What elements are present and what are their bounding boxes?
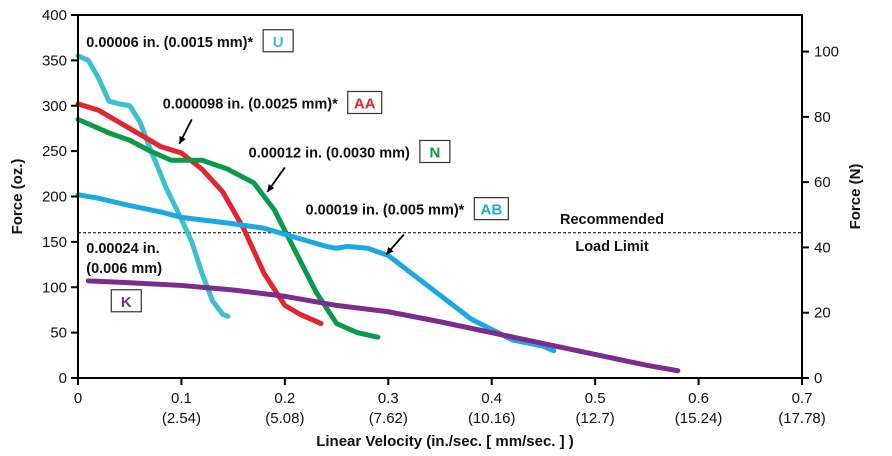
series-tag-box <box>262 29 294 53</box>
y-right-tick-label: 100 <box>814 44 839 61</box>
y-right-tick-label: 60 <box>814 174 831 191</box>
annotation-layer: 0.00006 in. (0.0015 mm)* U 0.000098 in. (0… <box>86 29 509 313</box>
y-left-tick-label: 250 <box>42 143 67 160</box>
y-axis-left-label: Force (oz.) <box>9 159 26 235</box>
series-line-aa <box>75 101 324 327</box>
pointer-arrow-head <box>386 246 394 255</box>
annotation-text: 0.000098 in. (0.0025 mm)* <box>163 96 338 112</box>
pointer-arrow-head <box>179 135 186 144</box>
y-left-tick-label: 0 <box>59 370 67 387</box>
x-tick-label: 0.2 <box>274 390 295 407</box>
axis-layer: 0 50 100 150 200 250 300 350 400 0 20 40 60 80 100 0 0.1… <box>42 7 839 427</box>
y-left-tick-label: 200 <box>42 189 67 206</box>
y-axis-right-label: Force (N) <box>847 164 864 230</box>
series-tag-box <box>347 90 383 115</box>
x-tick-sublabel: (15.24) <box>675 410 723 427</box>
series-tag-box <box>110 289 142 313</box>
series-tag-label: AB <box>481 202 503 219</box>
series-tag-label: U <box>273 34 284 51</box>
annotation-text: 0.00012 in. (0.0030 mm) <box>249 145 410 161</box>
x-tick-sublabel: (12.7) <box>576 410 615 427</box>
x-tick-sublabel: (17.78) <box>778 410 826 427</box>
y-left-tick-label: 50 <box>50 325 67 342</box>
annotation-text: 0.00024 in. <box>86 241 159 257</box>
x-tick-label: 0 <box>74 390 82 407</box>
series-layer <box>75 53 681 374</box>
x-tick-label: 0.7 <box>792 390 813 407</box>
series-tag-box <box>419 139 451 164</box>
reference-layer: Recommended Load Limit <box>78 212 802 255</box>
pointer-arrow-head <box>267 184 275 192</box>
y-left-tick-label: 100 <box>42 279 67 296</box>
annotation-text: 0.00006 in. (0.0015 mm)* <box>86 35 253 51</box>
y-left-tick-label: 400 <box>42 7 67 24</box>
y-right-tick-label: 0 <box>814 370 822 387</box>
series-line-n <box>75 116 381 340</box>
x-tick-label: 0.1 <box>171 390 192 407</box>
x-tick-label: 0.3 <box>378 390 399 407</box>
series-tag-label: AA <box>354 95 376 112</box>
x-tick-label: 0.5 <box>585 390 606 407</box>
recommended-label: Recommended <box>560 212 664 228</box>
y-left-tick-label: 150 <box>42 234 67 251</box>
series-tag-label: N <box>429 144 440 161</box>
series-line-u <box>75 53 231 319</box>
series-tag-box <box>473 197 509 221</box>
y-right-tick-label: 80 <box>814 109 831 126</box>
series-line-k <box>85 278 681 374</box>
annotation-text-line2: (0.006 mm) <box>86 261 162 277</box>
y-right-tick-label: 20 <box>814 305 831 322</box>
annotation-text: 0.00019 in. (0.005 mm)* <box>306 203 465 219</box>
y-left-tick-label: 300 <box>42 98 67 115</box>
x-axis-label: Linear Velocity (in./sec. [ mm/sec. ] ) <box>316 433 574 450</box>
x-tick-label: 0.6 <box>688 390 709 407</box>
y-right-tick-label: 40 <box>814 239 831 256</box>
series-tag-label: K <box>121 294 132 311</box>
x-tick-label: 0.4 <box>481 390 502 407</box>
y-left-tick-label: 350 <box>42 52 67 69</box>
x-tick-sublabel: (10.16) <box>468 410 516 427</box>
x-tick-sublabel: (7.62) <box>369 410 408 427</box>
series-line-ab <box>75 192 557 354</box>
x-tick-sublabel: (2.54) <box>162 410 201 427</box>
x-tick-sublabel: (5.08) <box>265 410 304 427</box>
load-limit-label: Load Limit <box>575 239 648 255</box>
